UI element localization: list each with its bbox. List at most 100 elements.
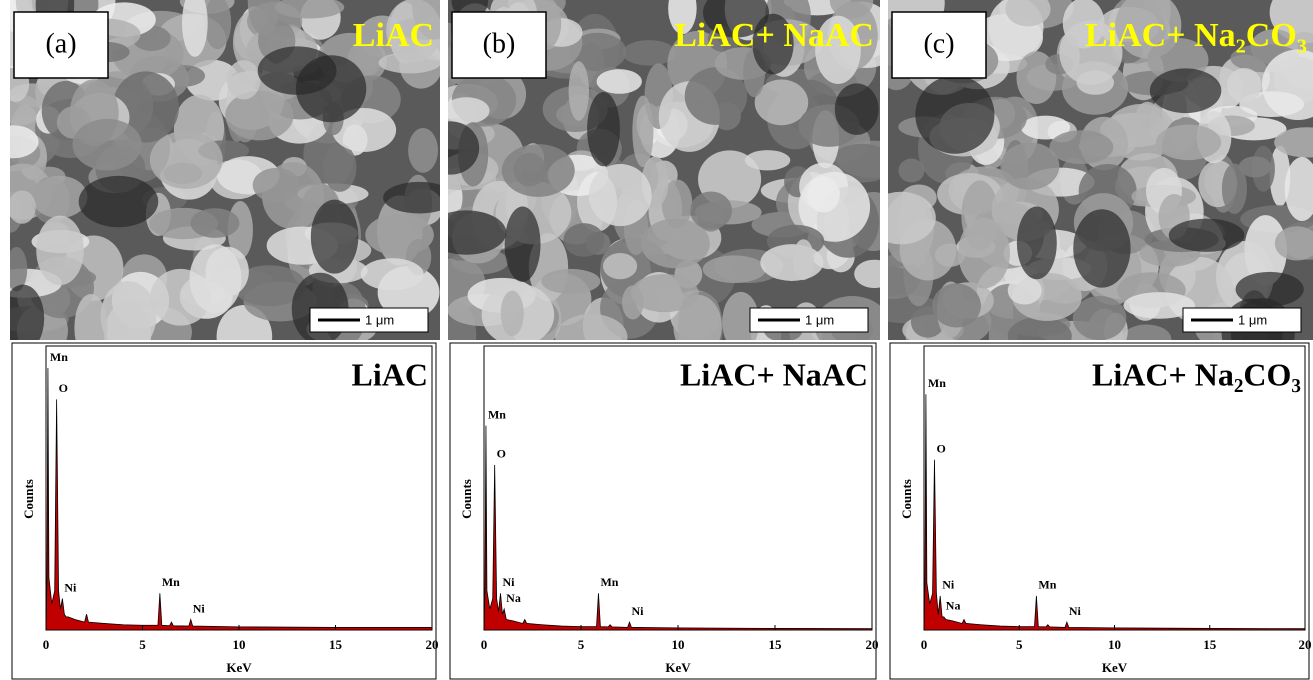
peak-label: Ni [502, 575, 515, 589]
pore [505, 207, 541, 282]
grain [563, 223, 604, 257]
x-tick-label: 10 [1108, 637, 1121, 652]
grain [932, 284, 981, 328]
chart-title: LiAC+ NaAC [680, 356, 868, 392]
pore [383, 182, 455, 214]
peak-label: Mn [1038, 578, 1056, 592]
pore [311, 200, 359, 274]
x-tick-label: 20 [1299, 637, 1312, 652]
x-tick-label: 10 [233, 637, 246, 652]
grain [1000, 142, 1059, 189]
y-axis-label: Counts [21, 479, 36, 519]
grain [443, 97, 489, 124]
x-tick-label: 10 [672, 637, 685, 652]
pore [296, 55, 366, 122]
grain [569, 61, 589, 120]
grain [745, 150, 791, 170]
sem-title: LiAC [353, 17, 434, 54]
grain [1222, 163, 1247, 213]
grain [1073, 296, 1127, 340]
chart-title: LiAC [352, 356, 428, 392]
grain [541, 269, 600, 294]
panel-label: (c) [923, 28, 954, 59]
grain [36, 216, 84, 286]
grain [408, 128, 438, 173]
pore [587, 92, 620, 166]
grain [1049, 130, 1113, 164]
grain [597, 69, 642, 94]
x-tick-label: 0 [921, 637, 928, 652]
grain [603, 253, 637, 279]
pore [915, 76, 994, 154]
x-tick-label: 20 [866, 637, 879, 652]
chart-title: LiAC+ Na₂CO₃ [1092, 356, 1301, 392]
grain [589, 164, 652, 226]
grain [189, 244, 241, 313]
pore [835, 83, 879, 134]
grain [1156, 125, 1221, 161]
grain [501, 291, 524, 337]
y-axis-label: Counts [899, 479, 914, 519]
peak-label: Ni [193, 601, 206, 615]
peak-label: O [497, 447, 506, 461]
x-tick-label: 15 [769, 637, 783, 652]
sem-title: LiAC+ Na₂CO₃ [1085, 17, 1307, 54]
grain [631, 274, 699, 312]
peak-label: Na [946, 599, 961, 613]
pore [1073, 209, 1130, 287]
grain [807, 176, 840, 212]
grain [227, 60, 261, 99]
panel-label: (b) [483, 28, 516, 59]
pore [1169, 219, 1245, 252]
panel-label: (a) [45, 28, 76, 59]
grain [1008, 276, 1042, 304]
x-tick-label: 0 [43, 637, 50, 652]
peak-label: Mn [162, 575, 180, 589]
grain [150, 131, 223, 189]
x-tick-label: 15 [329, 637, 343, 652]
peak-label: Na [506, 591, 521, 605]
x-axis-label: KeV [665, 660, 691, 675]
x-tick-label: 5 [139, 637, 146, 652]
grain [898, 159, 924, 183]
pore [1017, 206, 1057, 279]
peak-label: Ni [632, 604, 645, 618]
grain [8, 190, 36, 223]
grain [502, 144, 575, 197]
peak-label: Ni [942, 578, 955, 592]
x-tick-label: 15 [1203, 637, 1217, 652]
x-tick-label: 20 [426, 637, 439, 652]
peak-label: Ni [1069, 604, 1082, 618]
peak-label: Mn [600, 575, 618, 589]
peak-label: Mn [50, 350, 68, 364]
peak-label: Mn [488, 407, 506, 421]
scale-label: 1 μm [805, 312, 834, 327]
x-axis-label: KeV [226, 660, 252, 675]
scale-label: 1 μm [365, 312, 394, 327]
x-tick-label: 0 [481, 637, 488, 652]
grain [690, 191, 732, 229]
grain [703, 255, 766, 283]
peak-label: O [936, 441, 945, 455]
grain [1077, 70, 1115, 94]
x-axis-label: KeV [1102, 660, 1128, 675]
peak-label: Ni [64, 580, 77, 594]
grain [323, 144, 356, 192]
x-tick-label: 5 [1016, 637, 1023, 652]
grain [958, 218, 1010, 289]
pore [1150, 68, 1222, 113]
sem-title: LiAC+ NaAC [674, 17, 874, 54]
grain [361, 258, 424, 290]
figure: (a) LiAC 1 μm 0 5 10 15 20 KeV Counts LiAC Mn O Ni Mn N… [0, 0, 1313, 680]
pore [79, 176, 159, 227]
grain [73, 119, 142, 171]
peak-label: O [59, 381, 68, 395]
x-tick-label: 5 [578, 637, 585, 652]
grain [1227, 68, 1262, 103]
grain [793, 239, 814, 280]
grain [632, 96, 653, 168]
pore [2, 285, 44, 353]
grain [31, 176, 87, 218]
grain [1136, 102, 1159, 128]
peak-label: Mn [928, 376, 946, 390]
